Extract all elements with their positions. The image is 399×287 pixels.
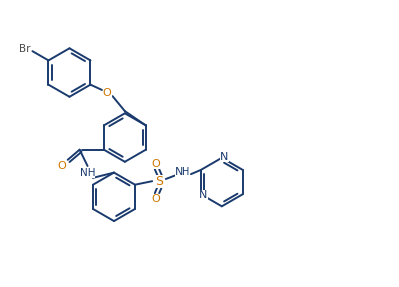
Text: Br: Br — [19, 44, 30, 55]
Text: N: N — [175, 167, 183, 177]
Text: O: O — [57, 160, 66, 170]
Text: O: O — [151, 158, 160, 168]
Text: NH: NH — [80, 168, 95, 178]
Text: O: O — [151, 194, 160, 204]
Text: S: S — [155, 175, 163, 188]
Text: N: N — [220, 152, 229, 162]
Text: H: H — [182, 167, 190, 177]
Text: O: O — [103, 88, 112, 98]
Text: N: N — [199, 190, 207, 200]
